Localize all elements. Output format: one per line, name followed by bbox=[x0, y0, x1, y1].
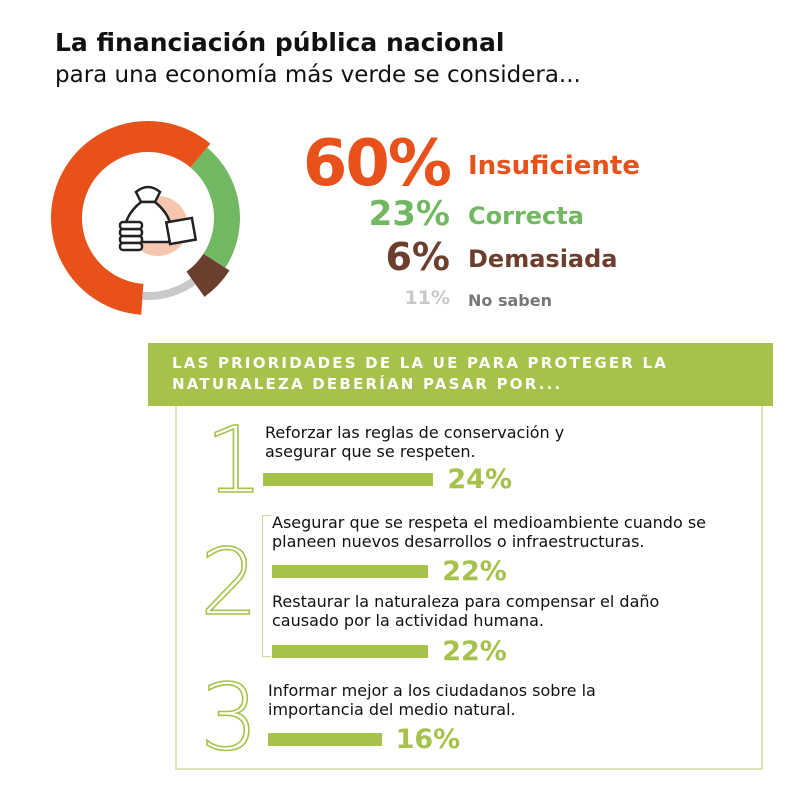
bar bbox=[268, 733, 382, 746]
donut-slice bbox=[51, 121, 211, 315]
panel-box bbox=[175, 406, 763, 770]
group-bracket bbox=[262, 515, 271, 657]
statement: Restaurar la naturaleza para compensar e… bbox=[272, 592, 660, 630]
rank-number: 2 bbox=[199, 529, 259, 636]
value-label: 16% bbox=[395, 724, 461, 755]
donut-slice bbox=[142, 278, 196, 300]
rank-number: 1 bbox=[204, 407, 264, 514]
value-label: 23% bbox=[368, 194, 450, 234]
rank-number: 3 bbox=[199, 664, 259, 771]
bar bbox=[272, 645, 429, 658]
statement: Reforzar las reglas de conservación y as… bbox=[265, 423, 565, 461]
panel-title: LAS PRIORIDADES DE LA UE PARA PROTEGER L… bbox=[172, 354, 669, 393]
bar bbox=[272, 565, 429, 578]
statement: Asegurar que se respeta el medioambiente… bbox=[272, 513, 706, 551]
value-label: 11% bbox=[404, 287, 450, 309]
legend-label: Demasiada bbox=[468, 245, 618, 273]
value-label: 22% bbox=[442, 636, 507, 667]
value-label: 22% bbox=[442, 556, 507, 587]
value-label: 60% bbox=[302, 127, 452, 201]
panel-header bbox=[148, 343, 773, 406]
subtitle: para una economía más verde se considera… bbox=[55, 62, 581, 88]
statement: Informar mejor a los ciudadanos sobre la… bbox=[268, 681, 596, 719]
legend-label: No saben bbox=[468, 290, 552, 310]
donut-chart bbox=[51, 121, 240, 315]
bar bbox=[263, 473, 434, 486]
donut-slice bbox=[190, 147, 240, 268]
value-label: 24% bbox=[447, 464, 513, 495]
value-label: 6% bbox=[385, 235, 450, 279]
legend-label: Correcta bbox=[468, 202, 584, 230]
title: La financiación pública nacional bbox=[55, 28, 505, 57]
legend-label: Insuficiente bbox=[468, 151, 640, 181]
donut-slice bbox=[186, 253, 230, 297]
money-bag-icon bbox=[118, 185, 198, 256]
